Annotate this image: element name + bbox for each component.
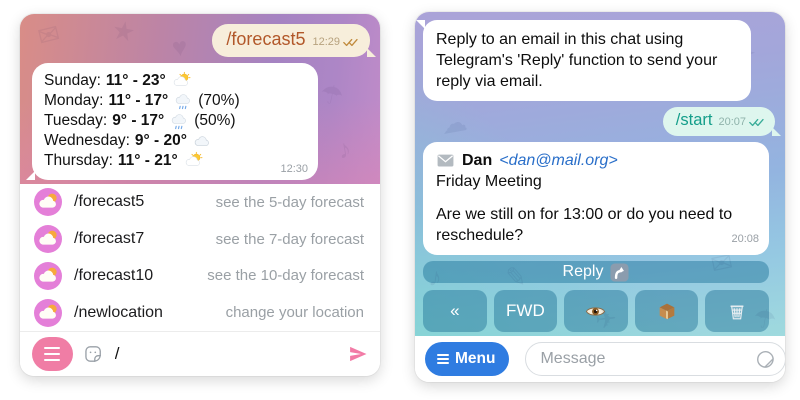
sun-behind-cloud-icon: [183, 151, 203, 171]
forecast-line: Tuesday: 9° - 17° (50%): [44, 111, 306, 131]
forecast-suffix: (70%): [198, 92, 240, 109]
suggestion-command: /newlocation: [74, 303, 163, 321]
sent-command-text: /forecast5: [226, 29, 306, 49]
forecast-day: Thursday:: [44, 152, 113, 169]
email-body: Are we still on for 13:00 or do you need…: [436, 206, 733, 244]
eye-icon: [586, 306, 606, 316]
message-time: 12:30: [280, 163, 308, 175]
sent-command-bubble: /forecast5 12:29: [212, 24, 376, 57]
email-bot-chat-panel: ☁ ★ ♥ ♪ ✉ ☂ ✈ ✎ Reply to an email in thi…: [415, 12, 785, 382]
forecast-day: Wednesday:: [44, 132, 130, 149]
suggestion-forecast7[interactable]: /forecast7 see the 7-day forecast: [20, 221, 380, 258]
left-message-input[interactable]: [112, 343, 338, 365]
email-sender-address[interactable]: <dan@mail.org>: [499, 152, 618, 169]
suggestion-command: /forecast5: [74, 193, 145, 211]
forecast-day: Sunday:: [44, 72, 101, 89]
archive-button[interactable]: [634, 290, 699, 332]
weather-bot-chat-panel: ✉ ★ ♥ ☂ ♪ ✈ ☁ ✎ /forecast5 12:29 Sunday:…: [20, 14, 380, 376]
bot-menu-button[interactable]: [32, 337, 73, 371]
envelope-icon: [436, 153, 455, 168]
forecast-temps: 11° - 17°: [108, 92, 169, 109]
forecast-line: Sunday: 11° - 23°: [44, 71, 306, 91]
suggestion-command: /forecast10: [74, 266, 154, 284]
forecast-message-bubble: Sunday: 11° - 23° Monday: 11° - 17° (70%…: [26, 63, 318, 180]
reply-button-label: Reply: [562, 263, 604, 280]
curved-arrow-up-icon: [610, 262, 630, 282]
sent-command-bubble: /start 20:07: [662, 107, 782, 136]
bot-avatar-icon: [34, 225, 62, 254]
left-chat-background: ✉ ★ ♥ ☂ ♪ ✈ ☁ ✎ /forecast5 12:29 Sunday:…: [20, 14, 380, 184]
rain-cloud-icon: [173, 91, 193, 111]
command-suggestions-list: /forecast5 see the 5-day forecast /forec…: [20, 184, 380, 331]
message-time: 20:07: [718, 116, 746, 128]
bot-avatar-icon: [34, 261, 62, 290]
suggestion-description: see the 10-day forecast: [207, 267, 364, 285]
forecast-temps: 9° - 20°: [134, 132, 187, 149]
suggestion-description: see the 7-day forecast: [215, 230, 364, 248]
view-button[interactable]: [564, 290, 628, 332]
message-input[interactable]: [538, 349, 750, 369]
hamburger-icon: [437, 358, 449, 360]
delete-button[interactable]: [705, 290, 769, 332]
forecast-temps: 11° - 21°: [117, 152, 178, 169]
email-message-bubble: Dan <dan@mail.org> Friday Meeting Are we…: [423, 142, 769, 255]
message-time: 12:29: [312, 36, 340, 48]
forecast-day: Tuesday:: [44, 112, 108, 129]
suggestion-command: /forecast7: [74, 230, 145, 248]
back-button[interactable]: «: [423, 290, 487, 332]
sent-command-text: /start: [675, 111, 713, 129]
cloud-icon: [192, 131, 212, 151]
suggestion-forecast5[interactable]: /forecast5 see the 5-day forecast: [20, 184, 380, 221]
suggestion-description: change your location: [225, 304, 364, 322]
sun-behind-cloud-icon: [171, 71, 191, 91]
email-sender-name: Dan: [462, 152, 493, 169]
sticker-emoji-icon[interactable]: [83, 342, 103, 366]
forecast-day: Monday:: [44, 92, 104, 109]
sticker-icon[interactable]: [755, 349, 776, 370]
email-header: Dan <dan@mail.org>: [436, 150, 756, 171]
menu-button-label: Menu: [455, 350, 496, 367]
forecast-temps: 11° - 23°: [105, 72, 166, 89]
suggestion-forecast10[interactable]: /forecast10 see the 10-day forecast: [20, 258, 380, 295]
forecast-temps: 9° - 17°: [112, 112, 165, 129]
send-icon[interactable]: [348, 342, 368, 366]
double-check-icon: [749, 118, 764, 127]
right-input-bar: Menu: [415, 336, 785, 382]
message-input-pill[interactable]: [525, 342, 785, 376]
reply-button[interactable]: Reply: [423, 261, 769, 283]
back-button-label: «: [450, 301, 460, 320]
double-check-icon: [343, 38, 358, 47]
message-time: 20:08: [731, 233, 759, 245]
email-subject: Friday Meeting: [436, 173, 542, 190]
message-meta: 20:07: [718, 116, 764, 128]
message-meta: 12:29: [312, 36, 358, 48]
forward-button-label: FWD: [506, 301, 545, 320]
forecast-suffix: (50%): [194, 112, 236, 129]
doodle-icon: ♪: [335, 133, 354, 165]
doodle-icon: ♥: [170, 31, 189, 63]
suggestion-newlocation[interactable]: /newlocation change your location: [20, 294, 380, 331]
right-chat-background: ☁ ★ ♥ ♪ ✉ ☂ ✈ ✎ Reply to an email in thi…: [415, 12, 785, 336]
doodle-icon: ☂: [317, 77, 347, 113]
rain-cloud-icon: [169, 111, 189, 131]
bot-avatar-icon: [34, 188, 62, 217]
bot-intro-bubble: Reply to an email in this chat using Tel…: [416, 20, 751, 101]
suggestion-description: see the 5-day forecast: [215, 193, 364, 211]
forward-button[interactable]: FWD: [493, 290, 558, 332]
forecast-line: Thursday: 11° - 21°: [44, 151, 306, 171]
doodle-icon: ★: [109, 14, 138, 48]
forecast-line: Wednesday: 9° - 20°: [44, 131, 306, 151]
left-input-bar: [20, 331, 380, 376]
doodle-icon: ✉: [34, 17, 63, 53]
forecast-line: Monday: 11° - 17° (70%): [44, 91, 306, 111]
bot-avatar-icon: [34, 298, 62, 327]
action-button-row: « FWD: [423, 290, 769, 332]
bot-menu-button[interactable]: Menu: [425, 342, 510, 376]
package-icon: [659, 303, 674, 320]
wastebasket-icon: [730, 305, 745, 320]
bot-intro-text: Reply to an email in this chat using Tel…: [436, 31, 718, 90]
